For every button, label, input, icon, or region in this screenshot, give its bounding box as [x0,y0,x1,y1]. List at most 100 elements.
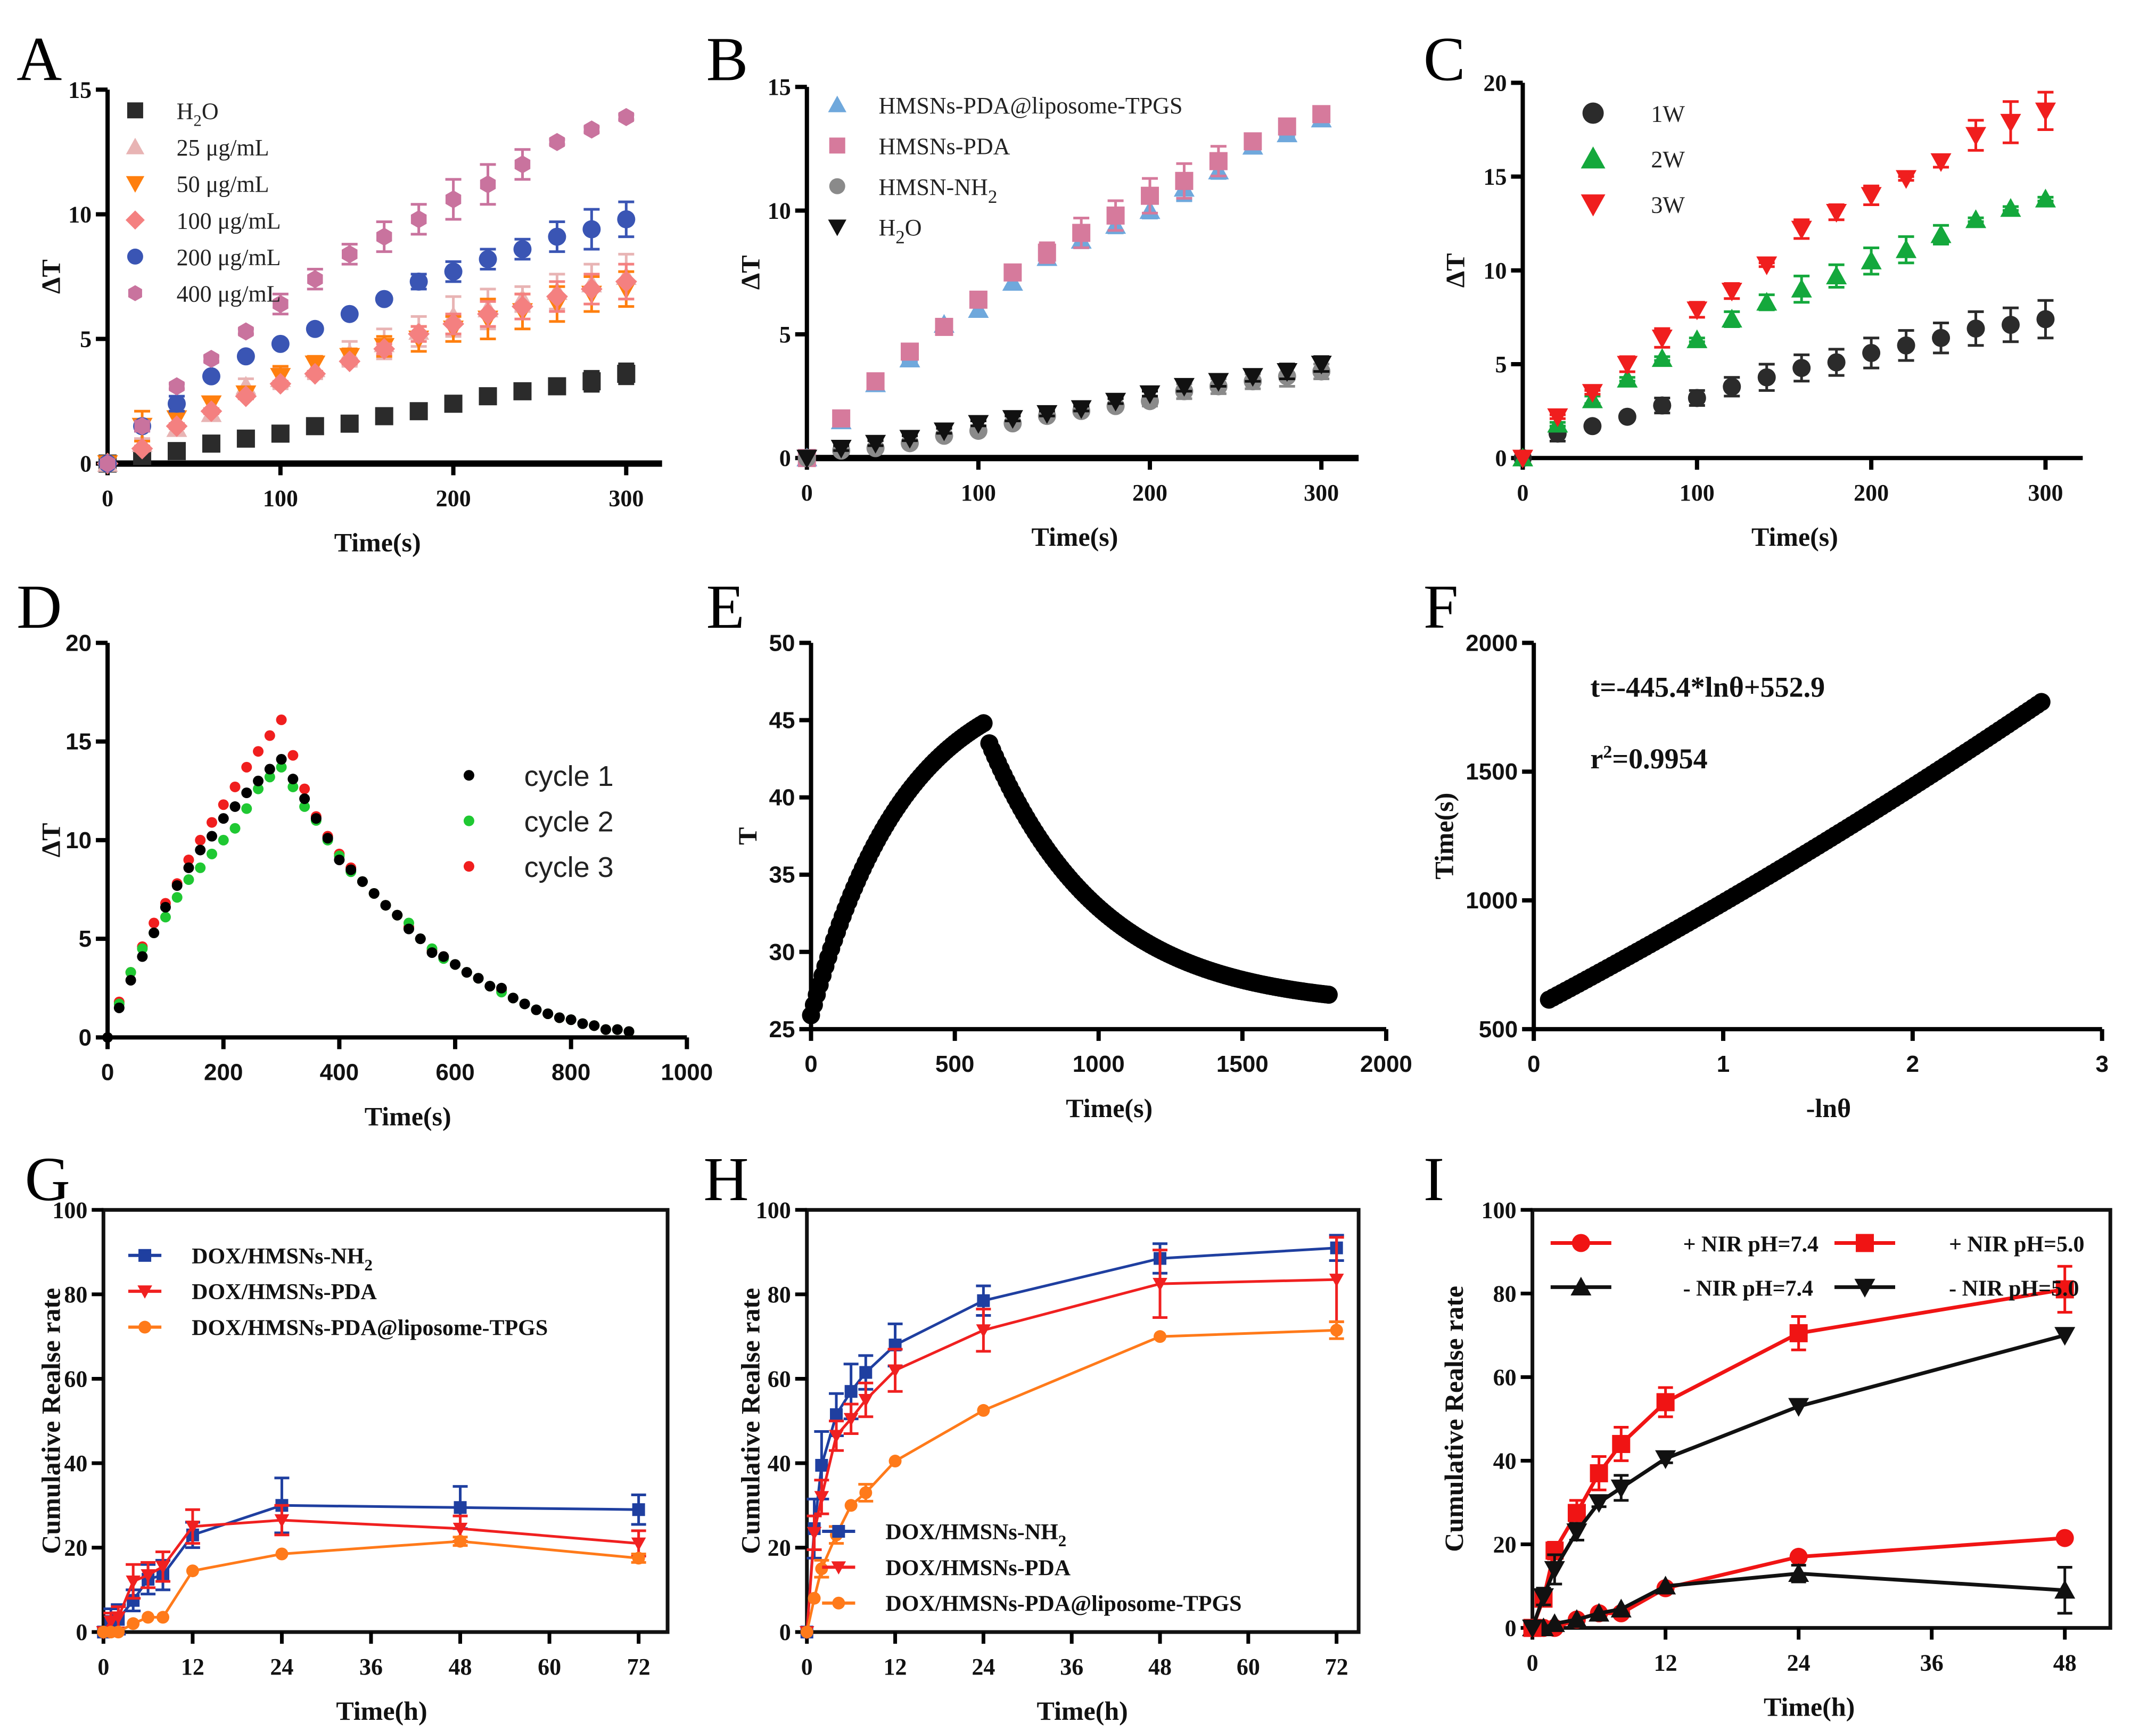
data-point [632,1503,645,1516]
y-axis-label: ΔT [36,823,66,858]
legend-marker [832,1596,845,1610]
x-tick-label: 60 [1237,1654,1260,1680]
data-point [171,892,183,903]
series-1w [1513,299,2055,467]
data-point [103,1615,119,1629]
data-point [899,430,920,449]
legend-marker [125,210,145,230]
y-axis-label: ΔT [1440,253,1470,288]
series-3w [1512,91,2056,469]
x-tick-label: 1000 [661,1059,713,1085]
x-tick-label: 1000 [1073,1051,1125,1077]
legend-label: HMSNs-PDA@liposome-TPGS [878,93,1182,119]
r-squared-value: =0.9954 [1612,743,1707,775]
series-cycle-1 [102,754,635,1043]
legend-label-main: HMSN-NH [878,174,988,200]
data-point [409,402,428,421]
x-tick-label: 0 [1517,480,1528,506]
data-point [1330,1324,1343,1337]
data-point [477,303,499,325]
data-point [977,1404,990,1417]
y-tick-label: 10 [768,198,791,224]
data-point [307,270,323,289]
data-point [149,917,160,929]
series-hmsns-pda [797,105,1331,467]
legend-label-main: DOX/HMSNs-NH [885,1520,1058,1545]
x-tick-label: 100 [263,486,298,512]
data-point [1756,292,1778,311]
data-point [1655,1450,1676,1469]
data-point [276,754,287,765]
data-point [1651,348,1673,367]
data-point [1721,282,1742,302]
data-point [2001,316,2020,334]
data-point [271,424,290,443]
data-point [618,108,634,126]
y-tick-label: 15 [65,729,92,755]
panel-label: C [1423,24,1466,94]
data-point [2054,1580,2076,1599]
data-point [1651,330,1673,349]
legend-marker [127,248,143,265]
x-tick-label: 1500 [1216,1051,1269,1077]
data-point [1175,171,1194,190]
legend-marker [128,285,142,301]
legend-marker [126,137,145,154]
plot-frame [101,1208,670,1634]
x-tick-label: 72 [627,1654,651,1680]
data-point [167,442,186,461]
y-tick-label: 0 [1505,1615,1517,1641]
legend-label: - NIR pH=7.4 [1683,1276,1813,1301]
data-point [1544,1613,1565,1632]
data-point [2055,1280,2074,1299]
x-tick-label: 72 [1325,1654,1348,1680]
y-tick-label: 0 [80,451,92,477]
data-point [238,322,254,341]
legend: cycle 1 cycle 2 cycle 3 [463,760,614,883]
data-point [1618,407,1636,426]
legend: HMSNs-PDA@liposome-TPGSHMSNs-PDAHMSN-NH2… [828,93,1183,248]
data-point [264,764,275,775]
data-point [340,305,359,323]
data-point [310,813,322,824]
data-point [1610,1479,1632,1498]
x-tick-label: 200 [204,1059,243,1085]
panel-e: E 0 500 1000 1500 2000 25 30 35 40 45 50 Time(s) T [706,572,1412,1123]
y-tick-label: 40 [769,785,795,811]
series-dox-hmsns-nh2 [800,1234,1344,1639]
y-tick-label: 20 [768,1535,791,1561]
data-point [1617,368,1638,388]
data-point [141,1569,155,1582]
legend-marker [831,1561,846,1575]
x-tick-label: 2 [1906,1051,1919,1077]
panel-label: H [703,1144,748,1214]
data-point [513,240,532,259]
legend-label: 3W [1651,192,1685,218]
panel-d: D 0 200 400 600 800 1000 0 5 10 15 20 Time(s) ΔT cycle… [17,572,713,1131]
panel-label: B [706,24,748,94]
data-point [565,1014,577,1026]
data-point [974,714,993,733]
data-point [612,1024,623,1035]
data-point [1966,319,1985,338]
legend-marker [828,219,846,236]
data-point [287,750,299,761]
y-tick-label: 80 [64,1282,87,1308]
data-point [134,417,150,436]
x-tick-label: 12 [181,1654,204,1680]
legend-marker [127,102,143,119]
legend-label: + NIR pH=7.4 [1683,1232,1818,1257]
legend-label-subscript: 2 [364,1256,372,1274]
data-point [480,175,496,194]
y-tick-label: 80 [1493,1281,1517,1307]
data-point [2035,102,2056,121]
data-point [345,864,357,875]
data-point [1329,1274,1344,1287]
x-axis-label: -lnθ [1806,1093,1851,1123]
data-point [287,774,299,785]
data-point [582,220,601,239]
y-tick-label: 5 [79,926,92,952]
series-dox-hmsns-nh2 [97,1476,646,1639]
data-point [368,888,380,899]
